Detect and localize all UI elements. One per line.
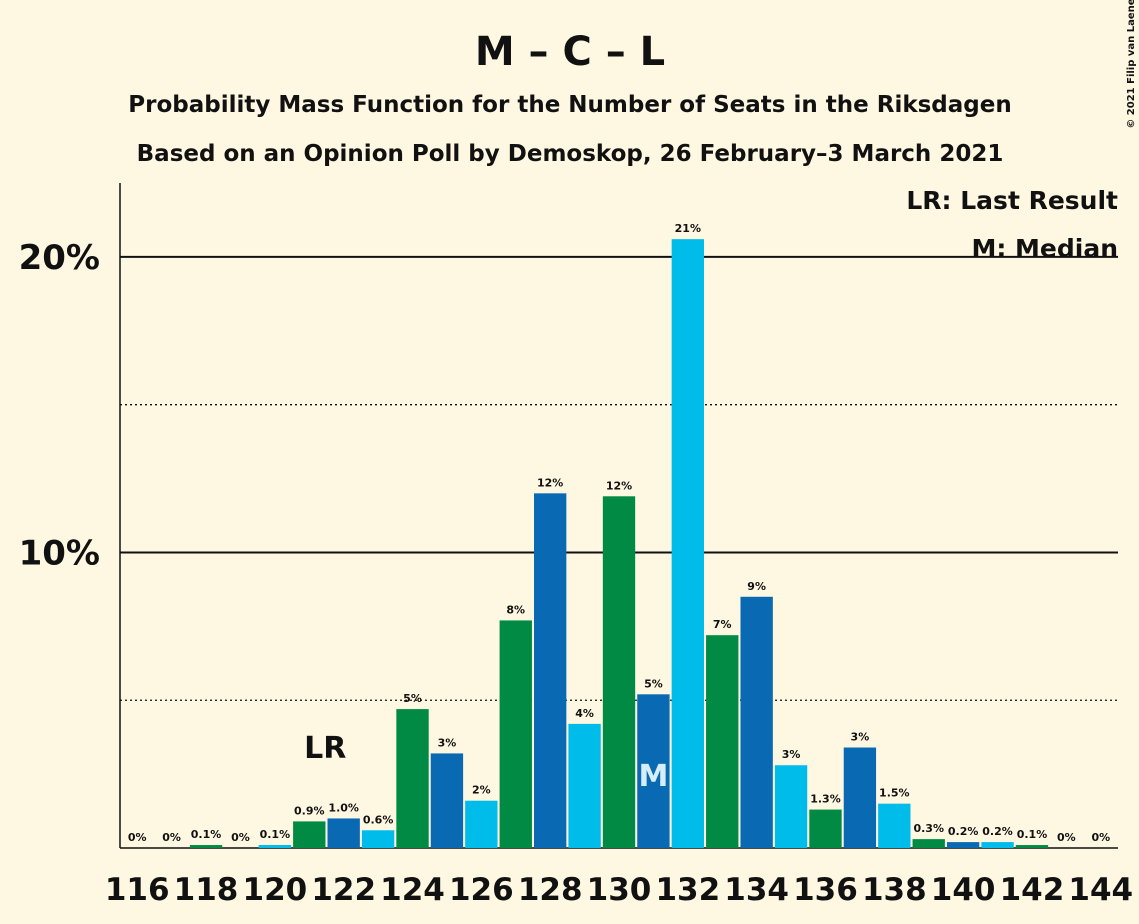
value-label: 9% [747, 580, 766, 593]
bar [740, 596, 773, 848]
y-tick-label: 10% [19, 533, 100, 573]
x-tick-label: 118 [174, 872, 239, 908]
value-label: 0% [1091, 831, 1110, 844]
value-label: 3% [851, 731, 870, 744]
annotation: LR [304, 731, 346, 766]
bar [430, 753, 464, 848]
x-tick-label: 140 [931, 872, 996, 908]
bar [465, 800, 498, 848]
value-label: 12% [537, 476, 563, 489]
value-label: 5% [644, 677, 663, 690]
value-label: 0.1% [1017, 828, 1048, 841]
bar [912, 839, 945, 848]
value-label: 0.1% [191, 828, 222, 841]
value-label: 0% [128, 831, 147, 844]
bar [946, 842, 980, 848]
x-tick-label: 138 [862, 872, 927, 908]
bar [189, 845, 223, 848]
x-tick-label: 134 [724, 872, 789, 908]
chart-subtitle: Based on an Opinion Poll by Demoskop, 26… [137, 141, 1004, 167]
x-tick-label: 132 [655, 872, 720, 908]
bar [499, 620, 532, 848]
bar [1015, 845, 1049, 848]
bar [706, 635, 739, 848]
x-tick-label: 128 [518, 872, 583, 908]
x-tick-label: 126 [449, 872, 514, 908]
value-label: 2% [472, 784, 491, 797]
bar [843, 747, 877, 848]
value-label: 0% [162, 831, 181, 844]
value-label: 0% [1057, 831, 1076, 844]
bar [293, 821, 326, 848]
bar [533, 493, 567, 848]
bar [671, 239, 705, 849]
value-label: 8% [506, 603, 525, 616]
bar [602, 496, 636, 848]
value-label: 12% [606, 479, 632, 492]
value-label: 7% [713, 618, 732, 631]
bar [981, 842, 1014, 848]
value-label: 0% [231, 831, 250, 844]
x-tick-label: 120 [243, 872, 308, 908]
bar [396, 709, 429, 848]
bar [258, 845, 292, 848]
x-tick-label: 144 [1068, 872, 1133, 908]
x-tick-label: 116 [105, 872, 170, 908]
value-label: 1.5% [879, 787, 910, 800]
x-tick-label: 136 [793, 872, 858, 908]
legend-entry: M: Median [971, 234, 1118, 263]
bar [327, 818, 360, 848]
chart-subtitle: Probability Mass Function for the Number… [128, 92, 1011, 118]
y-tick-label: 20% [19, 238, 100, 278]
annotation: M [638, 759, 668, 794]
bar [637, 694, 670, 848]
value-label: 0.6% [363, 813, 394, 826]
value-label: 3% [438, 736, 457, 749]
x-tick-label: 124 [380, 872, 445, 908]
bar [878, 803, 911, 848]
value-label: 0.2% [948, 825, 979, 838]
value-label: 4% [575, 707, 594, 720]
legend-entry: LR: Last Result [906, 186, 1118, 215]
value-label: 0.3% [913, 822, 944, 835]
bar [568, 723, 601, 848]
value-label: 3% [782, 748, 801, 761]
bar [809, 809, 842, 848]
value-label: 0.1% [260, 828, 291, 841]
copyright: © 2021 Filip van Laenen [1126, 0, 1137, 129]
value-label: 1.3% [810, 793, 841, 806]
x-tick-label: 130 [587, 872, 652, 908]
value-label: 0.9% [294, 804, 325, 817]
value-label: 21% [675, 222, 701, 235]
value-label: 0.2% [982, 825, 1013, 838]
value-label: 1.0% [328, 801, 359, 814]
value-label: 5% [403, 692, 422, 705]
chart-title: M – C – L [475, 29, 665, 75]
x-tick-label: 142 [1000, 872, 1065, 908]
bar [774, 765, 808, 848]
bar [361, 830, 395, 848]
x-tick-label: 122 [311, 872, 376, 908]
